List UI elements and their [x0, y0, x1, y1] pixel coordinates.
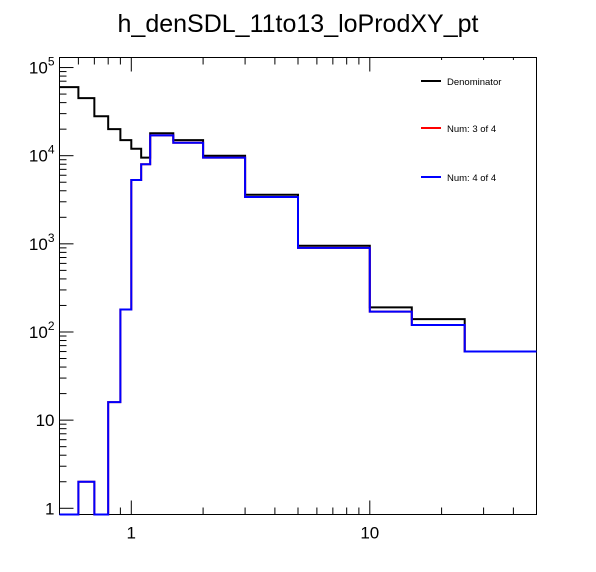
y-tick-label: 10: [36, 411, 55, 430]
legend-label-denominator: Denominator: [447, 77, 501, 88]
y-tick-label: 102: [29, 319, 55, 342]
x-tick-label: 10: [360, 524, 379, 543]
series-line-denominator: [59, 86, 537, 353]
series-lines: [59, 86, 537, 516]
axes: 1 10 1 10 102 103 104 105: [29, 55, 514, 543]
legend: Denominator Num: 3 of 4 Num: 4 of 4: [415, 60, 535, 200]
series-line-num-4-of-4: [59, 134, 537, 516]
y-tick-label: 1: [45, 499, 54, 518]
y-tick-label: 105: [29, 55, 55, 78]
chart-title: h_denSDL_11to13_loProdXY_pt: [118, 10, 479, 38]
legend-label-num-4of4: Num: 4 of 4: [447, 173, 496, 184]
y-tick-label: 103: [29, 231, 55, 254]
x-tick-label: 1: [127, 524, 136, 543]
y-tick-label: 104: [29, 143, 55, 166]
legend-label-num-3of4: Num: 3 of 4: [447, 124, 496, 135]
